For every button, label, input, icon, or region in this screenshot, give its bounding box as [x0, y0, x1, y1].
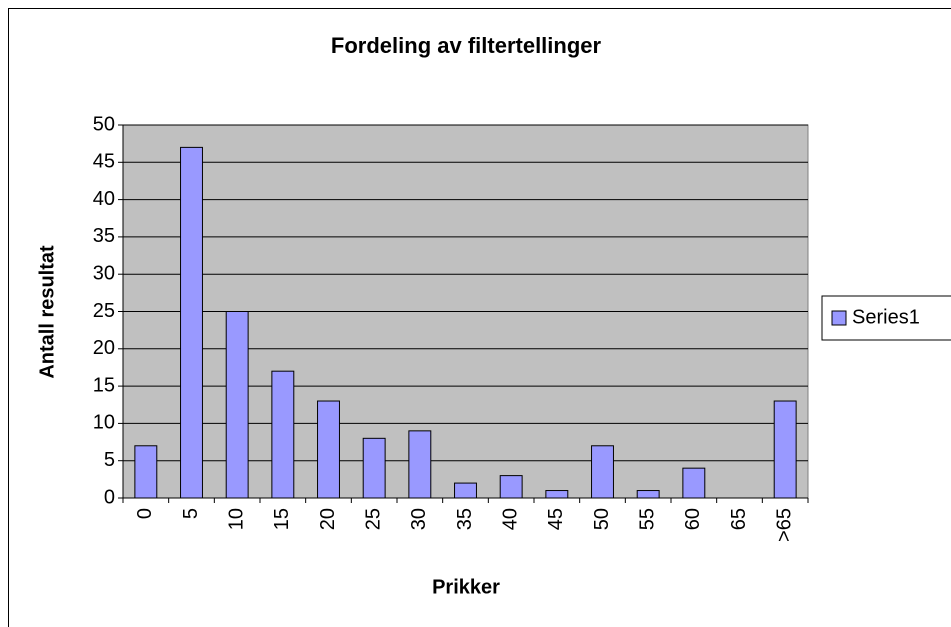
- bar: [773, 400, 797, 499]
- x-tick-label: 50: [591, 508, 613, 530]
- x-tick-label: 55: [636, 508, 658, 530]
- y-tick-label: 25: [93, 300, 115, 322]
- bar: [591, 445, 614, 499]
- x-tick-label: 40: [499, 508, 521, 530]
- y-tick-label: 20: [93, 337, 115, 359]
- x-tick-label: 30: [408, 508, 430, 530]
- legend-label: Series1: [852, 306, 920, 328]
- x-tick-label: >65: [773, 508, 795, 542]
- x-tick-label: 45: [545, 508, 567, 530]
- x-tick-label: 65: [728, 508, 750, 530]
- bar: [225, 311, 249, 499]
- y-tick-label: 50: [93, 113, 115, 135]
- y-tick-label: 0: [104, 486, 115, 508]
- legend-swatch: [831, 310, 847, 326]
- y-tick-label: 30: [93, 262, 115, 284]
- bar: [362, 437, 386, 499]
- x-tick-label: 15: [271, 508, 293, 530]
- x-tick-label: 60: [682, 508, 704, 530]
- bar: [271, 370, 295, 499]
- y-tick-label: 45: [93, 151, 115, 173]
- bar: [499, 475, 523, 499]
- x-tick-label: 0: [134, 508, 156, 519]
- x-tick-label: 5: [180, 508, 202, 519]
- bar: [134, 445, 158, 499]
- x-tick-label: 20: [317, 508, 339, 530]
- y-tick-label: 35: [93, 225, 115, 247]
- bar: [545, 490, 569, 499]
- x-axis-title: Prikker: [432, 576, 500, 598]
- y-axis-title: Antall resultat: [36, 245, 58, 379]
- bar: [408, 430, 432, 499]
- y-tick-label: 15: [93, 374, 115, 396]
- y-tick-label: 40: [93, 188, 115, 210]
- y-tick-label: 10: [93, 412, 115, 434]
- bar: [454, 482, 477, 499]
- x-tick-label: 10: [225, 508, 247, 530]
- bar: [682, 467, 706, 499]
- chart-title: Fordeling av filtertellinger: [331, 33, 602, 58]
- bar: [636, 490, 660, 499]
- x-tick-label: 25: [362, 508, 384, 530]
- x-tick-label: 35: [454, 508, 476, 530]
- bar: [317, 400, 340, 499]
- y-tick-label: 5: [104, 449, 115, 471]
- bar: [180, 146, 203, 499]
